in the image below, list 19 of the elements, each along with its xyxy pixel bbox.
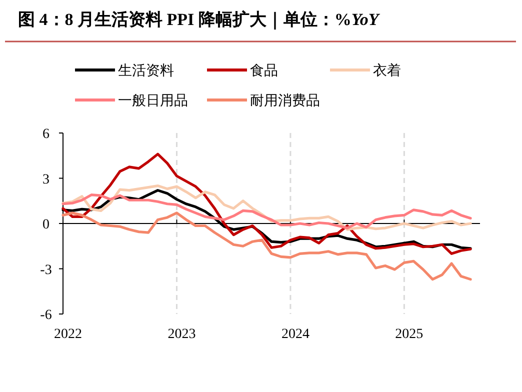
x-tick-label: 2025 (395, 327, 424, 342)
x-tick-label: 2022 (54, 327, 82, 342)
line-series (62, 194, 472, 230)
line-series (62, 212, 472, 281)
legend-label: 食品 (250, 63, 278, 79)
line-series (62, 152, 472, 255)
y-tick-label: -3 (40, 262, 52, 278)
y-tick-label: 3 (42, 172, 50, 188)
y-tick-label: 0 (42, 218, 50, 232)
x-tick-label: 2024 (281, 327, 310, 342)
y-tick-label: -6 (40, 308, 52, 323)
legend-label: 耐用消费品 (250, 93, 320, 109)
legend-label: 一般日用品 (118, 93, 188, 109)
legend-label: 生活资料 (118, 63, 174, 79)
legend-label: 衣着 (373, 63, 401, 79)
x-tick-label: 2023 (168, 327, 196, 342)
chart-title: 图 4：8 月生活资料 PPI 降幅扩大｜单位：%YoY (18, 10, 380, 30)
y-tick-label: 6 (42, 127, 50, 142)
line-series (62, 184, 472, 231)
